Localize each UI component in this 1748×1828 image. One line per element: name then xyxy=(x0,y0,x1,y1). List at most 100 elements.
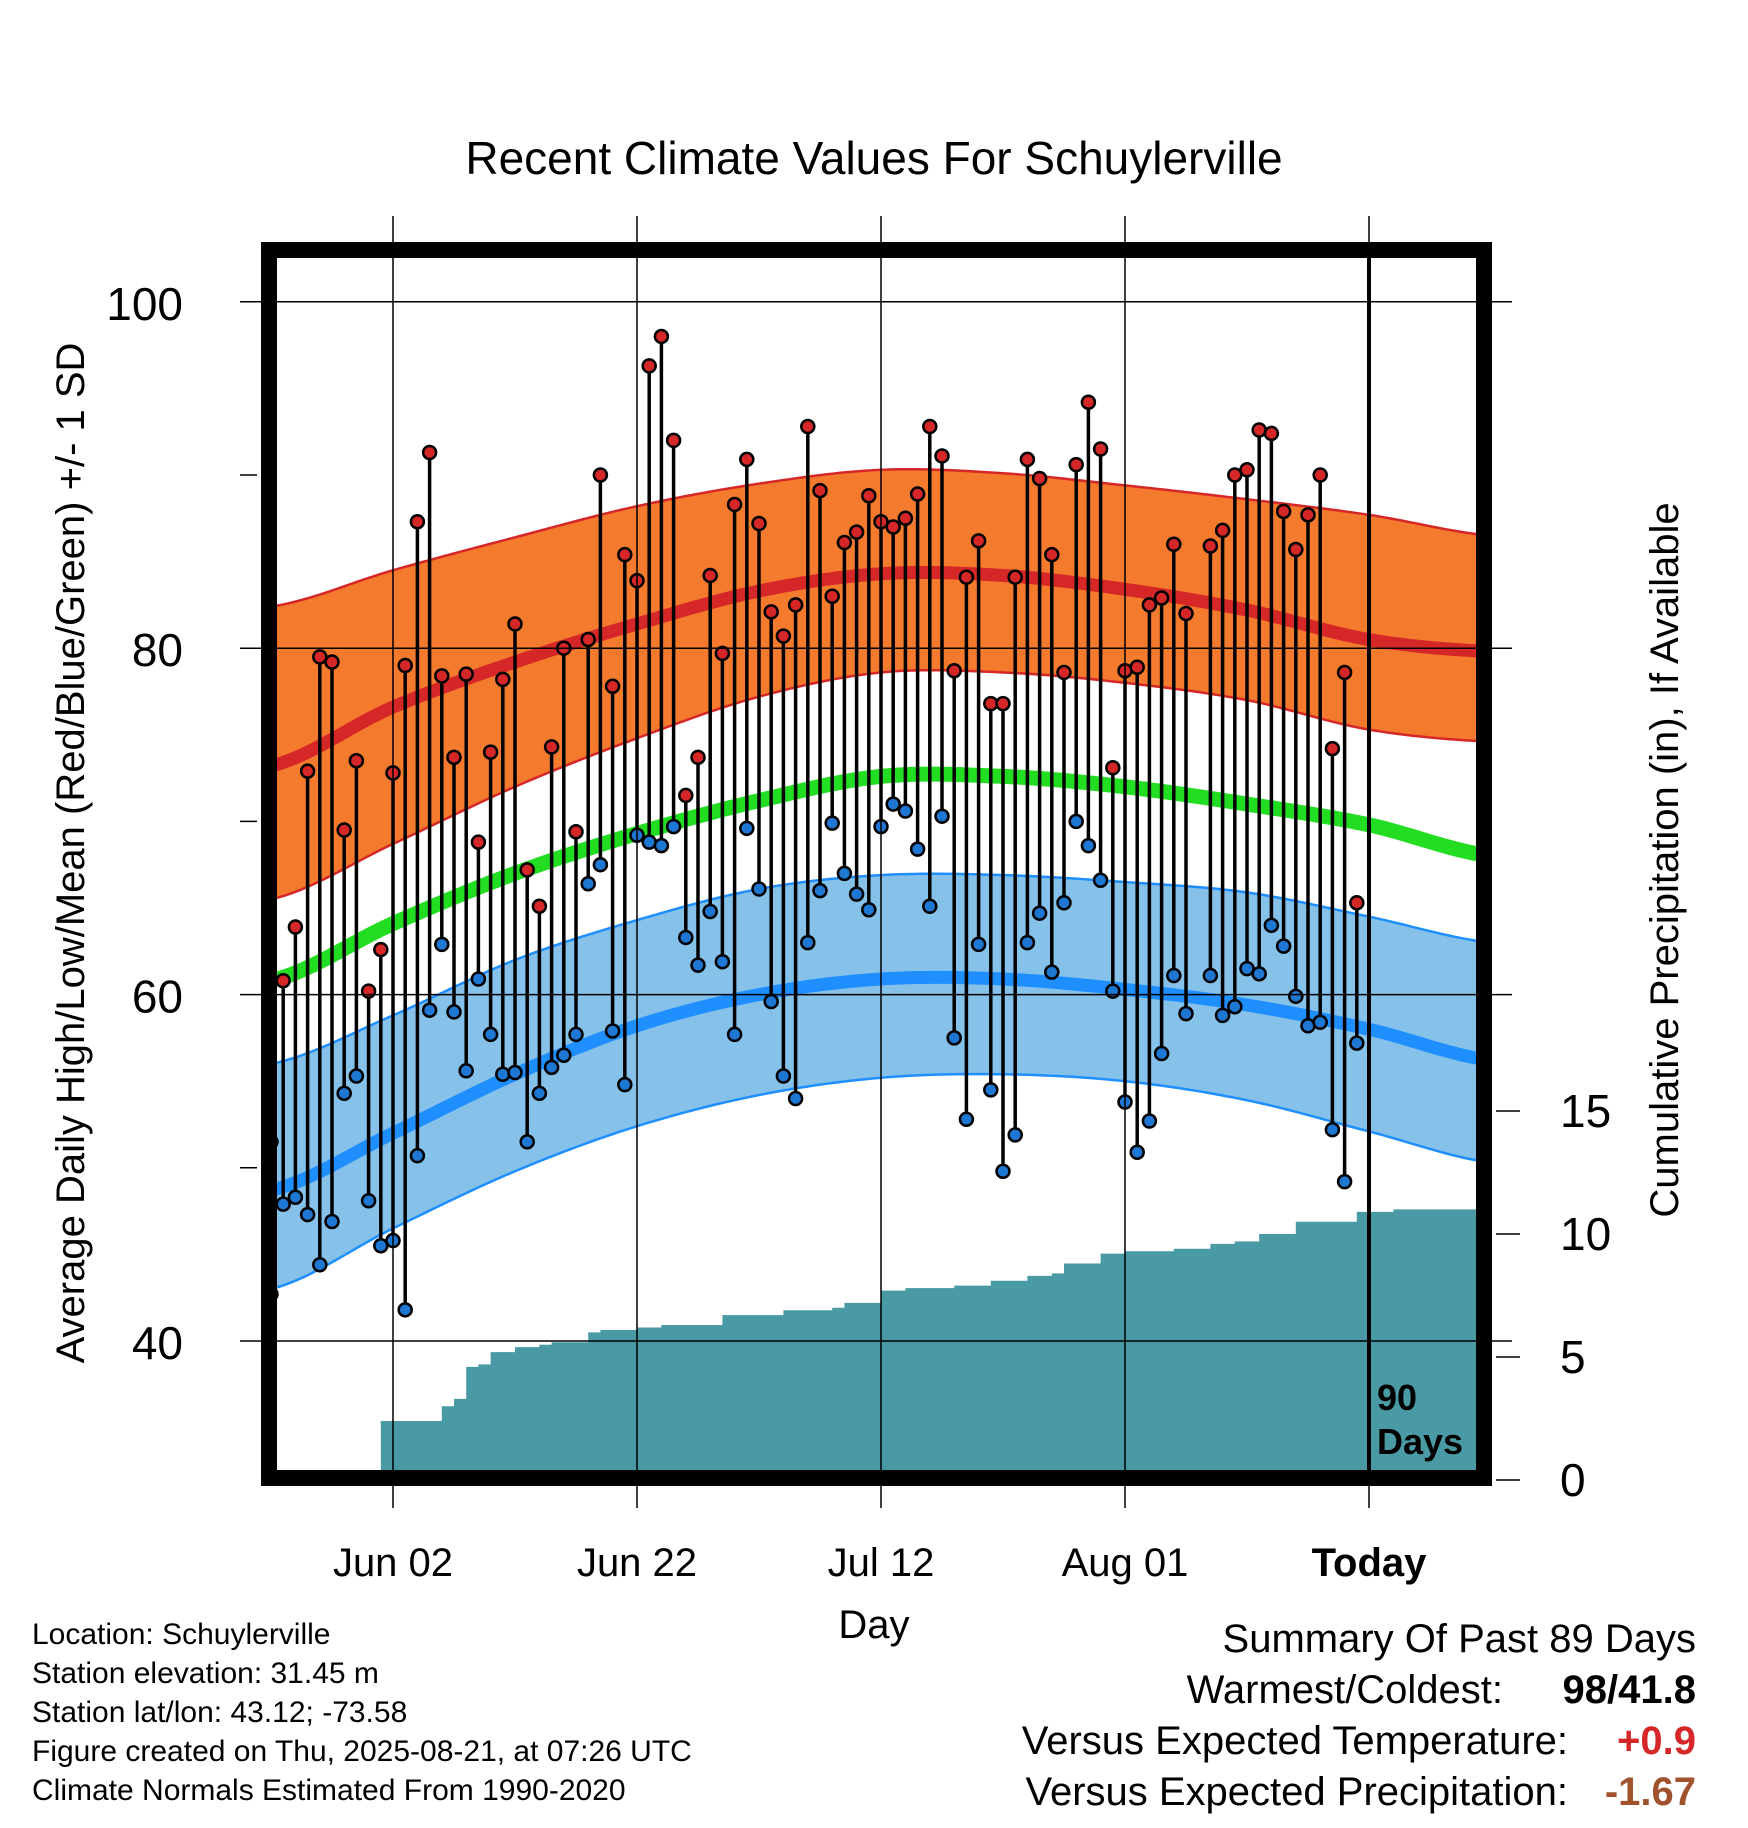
daily-low-marker xyxy=(995,1163,1011,1180)
daily-low-marker xyxy=(397,1302,413,1318)
daily-low-marker xyxy=(824,815,840,831)
summary-precip-label: Versus Expected Precipitation: xyxy=(1025,1770,1568,1814)
daily-high-marker xyxy=(360,983,377,999)
daily-low-marker xyxy=(324,1213,340,1230)
daily-low-marker xyxy=(665,818,682,835)
daily-low-marker xyxy=(812,882,828,899)
daily-high-marker xyxy=(922,418,938,435)
daily-high-marker xyxy=(934,448,950,464)
daily-low-marker xyxy=(434,936,450,953)
y-axis-label: Average Daily High/Low/Mean (Red/Blue/Gr… xyxy=(49,343,93,1364)
daily-low-marker xyxy=(1129,1144,1145,1160)
daily-high-marker xyxy=(702,567,718,584)
daily-high-marker xyxy=(812,482,828,499)
y-tick-label: 60 xyxy=(132,971,183,1023)
daily-low-marker xyxy=(922,898,938,915)
daily-low-marker xyxy=(519,1134,535,1150)
daily-low-marker xyxy=(739,820,755,837)
daily-low-marker xyxy=(482,1026,499,1043)
daily-high-marker xyxy=(739,451,755,468)
daily-low-marker xyxy=(470,971,487,987)
daily-high-marker xyxy=(1336,664,1353,681)
footer-created: Figure created on Thu, 2025-08-21, at 07… xyxy=(32,1735,692,1768)
chart-title: Recent Climate Values For Schuylerville xyxy=(465,132,1282,184)
summary-warm-cold-label: Warmest/Coldest: xyxy=(1186,1668,1503,1712)
y-tick-label: 80 xyxy=(132,624,183,676)
daily-high-marker xyxy=(470,834,487,850)
daily-low-marker xyxy=(617,1076,633,1093)
daily-high-marker xyxy=(1141,597,1158,613)
daily-low-marker xyxy=(1324,1121,1341,1138)
summary-title: Summary Of Past 89 Days xyxy=(1222,1617,1696,1661)
daily-high-marker xyxy=(885,519,901,535)
daily-high-marker xyxy=(1312,467,1328,483)
footer-location: Location: Schuylerville xyxy=(32,1618,331,1651)
daily-high-marker xyxy=(1202,538,1219,554)
daily-low-marker xyxy=(336,1085,352,1102)
daily-low-marker xyxy=(287,1189,304,1205)
daily-high-marker xyxy=(531,898,548,915)
daily-low-marker xyxy=(592,856,609,873)
daily-low-marker xyxy=(580,876,596,892)
daily-low-marker xyxy=(897,803,914,819)
daily-high-marker xyxy=(1166,536,1182,553)
daily-low-marker xyxy=(1105,983,1121,999)
x-tick-label: Jun 02 xyxy=(333,1541,453,1585)
y-tick-label: 40 xyxy=(132,1317,183,1369)
daily-high-marker xyxy=(1019,451,1036,468)
x-tick-label: Jun 22 xyxy=(577,1541,697,1585)
plot-area xyxy=(270,328,1483,1476)
daily-low-marker xyxy=(556,1047,572,1063)
daily-high-marker xyxy=(1044,546,1060,563)
daily-high-marker xyxy=(763,604,779,620)
summary-coldest: 41.8 xyxy=(1618,1668,1696,1712)
x-axis-label: Day xyxy=(838,1603,909,1647)
summary-warmest: 98 xyxy=(1562,1668,1608,1712)
daily-low-marker xyxy=(1202,967,1219,984)
daily-high-marker xyxy=(1153,590,1170,606)
daily-high-marker xyxy=(446,749,462,766)
daily-high-marker xyxy=(434,668,450,684)
daily-low-marker xyxy=(775,1068,792,1084)
daily-low-marker xyxy=(848,886,865,902)
daily-low-marker xyxy=(1178,1005,1194,1022)
daily-low-marker xyxy=(1068,813,1084,830)
daily-low-marker xyxy=(1031,905,1048,921)
daily-low-marker xyxy=(1227,998,1243,1015)
daily-high-marker xyxy=(617,546,633,563)
daily-low-marker xyxy=(1080,837,1097,854)
daily-low-marker xyxy=(458,1063,474,1079)
daily-low-marker xyxy=(970,936,987,953)
daily-low-marker xyxy=(885,796,901,812)
daily-high-marker xyxy=(458,666,474,682)
daily-high-marker xyxy=(1349,895,1365,911)
daily-low-marker xyxy=(1044,964,1060,980)
daily-low-marker xyxy=(1336,1173,1353,1190)
x-tick-label: Aug 01 xyxy=(1062,1541,1189,1585)
plot-frame xyxy=(261,242,1492,1486)
daily-high-marker xyxy=(348,753,365,769)
daily-high-marker xyxy=(726,496,743,513)
daily-low-marker xyxy=(714,953,731,970)
daily-high-marker xyxy=(604,678,621,695)
daily-low-marker xyxy=(1166,967,1182,984)
daily-high-marker xyxy=(995,695,1011,712)
daily-high-marker xyxy=(897,510,914,527)
footer-normals: Climate Normals Estimated From 1990-2020 xyxy=(32,1774,626,1807)
daily-low-marker xyxy=(1214,1007,1231,1024)
daily-high-marker xyxy=(1324,740,1341,757)
daily-high-marker xyxy=(958,569,975,585)
daily-low-marker xyxy=(275,1196,291,1212)
daily-low-marker xyxy=(1251,966,1267,982)
daily-low-marker xyxy=(763,993,779,1010)
daily-low-marker xyxy=(1288,988,1304,1005)
daily-high-marker xyxy=(787,597,804,613)
today-days-label: Days xyxy=(1377,1421,1463,1462)
daily-high-marker xyxy=(1263,425,1280,442)
x-tick-label: Today xyxy=(1312,1541,1428,1585)
daily-low-marker xyxy=(495,1066,511,1083)
daily-low-marker xyxy=(946,1030,962,1046)
daily-high-marker xyxy=(665,432,682,449)
daily-high-marker xyxy=(678,787,694,804)
